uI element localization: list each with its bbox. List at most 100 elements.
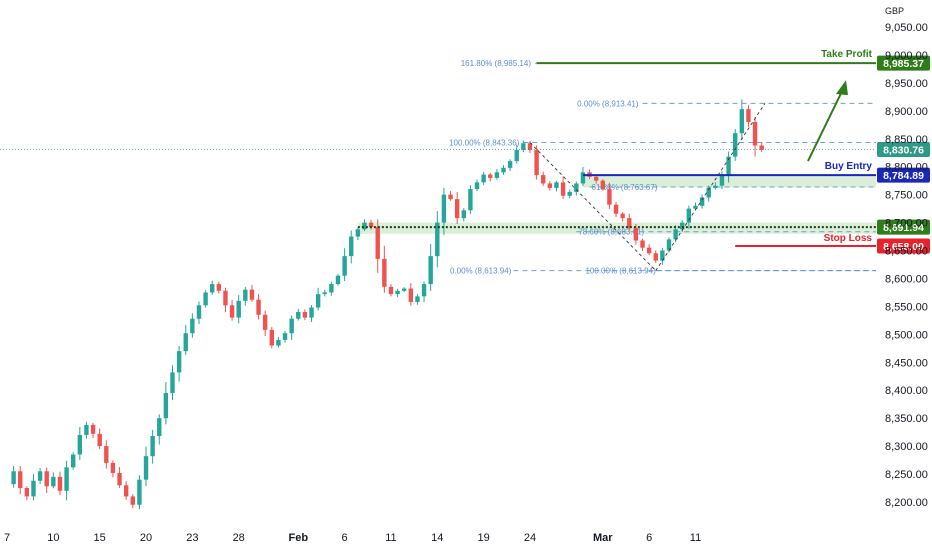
candle-body	[514, 149, 519, 162]
x-tick-label: 19	[478, 532, 490, 544]
x-tick-label: Mar	[593, 532, 613, 544]
candle-body	[759, 145, 764, 150]
candle-body	[143, 456, 149, 480]
level-name-0: Take Profit	[821, 49, 873, 60]
drawings	[0, 80, 876, 271]
candle-body	[243, 289, 248, 301]
x-tick-label: 20	[140, 532, 152, 544]
y-tick-label: 8,950.00	[885, 78, 928, 90]
y-tick-label: 8,800.00	[885, 162, 928, 174]
x-tick-label: 23	[186, 532, 198, 544]
candle-body	[24, 488, 30, 497]
candle-body	[680, 222, 685, 230]
x-axis[interactable]: 7 10 15 20 23 28 Feb 6 11 14 19 24 Mar 6 11	[4, 532, 701, 544]
y-tick-label: 8,400.00	[885, 385, 928, 397]
candle-body	[521, 143, 526, 150]
candle-body	[746, 109, 751, 122]
candle-body	[395, 290, 400, 295]
candle-body	[123, 485, 129, 497]
candle-body	[421, 284, 427, 297]
candle-body	[713, 185, 718, 188]
candle-body	[435, 222, 440, 257]
candle-body	[613, 204, 619, 214]
candle-body	[653, 253, 658, 261]
x-tick-label: 11	[690, 532, 701, 544]
level-tag-1	[877, 167, 930, 183]
candle-body	[719, 175, 725, 186]
y-tick-label: 8,500.00	[885, 329, 928, 341]
y-axis[interactable]: 8,200.00 8,250.00 8,300.00 8,350.00 8,400.00…	[885, 22, 928, 509]
candle-body	[223, 290, 228, 306]
y-tick-label: 8,250.00	[885, 469, 928, 481]
level-tag-label-3: 8,658.00	[883, 241, 924, 253]
candle-body	[349, 236, 354, 257]
candle-body	[706, 187, 711, 198]
y-tick-label: 9,000.00	[885, 50, 928, 62]
y-tick-label: 8,350.00	[885, 413, 928, 425]
candle-body	[315, 294, 321, 308]
candle-body	[190, 318, 195, 334]
candle-body	[335, 275, 341, 285]
level-tag-label-2: 8,691.94	[883, 222, 924, 234]
support-zones	[357, 175, 876, 234]
x-tick-label: Feb	[288, 532, 308, 544]
candle-body	[494, 172, 500, 178]
y-tick-label: 8,550.00	[885, 301, 928, 313]
x-tick-label: 15	[94, 532, 106, 544]
candle-body	[163, 393, 169, 419]
candle-body	[355, 229, 361, 237]
x-tick-label: 6	[646, 532, 652, 544]
candle-body	[415, 296, 420, 302]
candle-body	[157, 418, 162, 437]
projection-arrow-head	[836, 80, 848, 96]
candle-body	[256, 299, 261, 315]
candle-body	[269, 329, 274, 346]
candle-body	[699, 197, 705, 206]
demand-zone	[357, 222, 876, 234]
candle-body	[580, 172, 586, 184]
candle-body	[229, 305, 235, 318]
candle-body	[468, 189, 473, 211]
candlesticks	[11, 99, 764, 510]
candle-body	[733, 133, 738, 157]
level-tag-label-0: 8,985.37	[883, 58, 924, 70]
candle-body	[203, 292, 208, 306]
candle-body	[37, 471, 43, 481]
candle-body	[368, 222, 374, 228]
x-tick-label: 11	[385, 532, 396, 544]
candle-body	[660, 250, 665, 261]
y-tick-label: 8,300.00	[885, 441, 928, 453]
candle-body	[71, 454, 76, 468]
candle-body	[176, 351, 182, 373]
candle-body	[428, 256, 433, 285]
price-levels: Take Profit 8,985.37 Buy Entry 8,784.89 8,69…	[357, 49, 930, 254]
candle-body	[454, 199, 460, 219]
candle-body	[329, 284, 334, 293]
y-tick-label: 8,700.00	[885, 218, 928, 230]
candle-body	[408, 288, 414, 302]
fib-label-3: 61.80% (8,763.67)	[592, 183, 658, 192]
candle-body	[262, 314, 268, 330]
projection-arrow	[807, 90, 843, 162]
candle-body	[296, 312, 301, 319]
candle-body	[236, 300, 241, 318]
candle-body	[90, 424, 96, 434]
candle-body	[216, 284, 222, 291]
candle-body	[673, 229, 678, 240]
candle-body	[620, 213, 625, 219]
y-tick-label: 8,450.00	[885, 357, 928, 369]
level-tag-2	[877, 219, 930, 235]
fib-label-1: 0.00% (8,613.94)	[450, 267, 512, 276]
candle-body	[130, 496, 135, 505]
candle-body	[726, 156, 731, 176]
level-tag-3	[877, 238, 930, 254]
candle-body	[527, 143, 533, 150]
candle-body	[11, 471, 16, 485]
candle-body	[18, 471, 23, 489]
candle-body	[388, 286, 394, 295]
candle-body	[507, 161, 513, 168]
candle-body	[534, 149, 539, 176]
candle-body	[44, 471, 49, 487]
candle-body	[249, 289, 255, 300]
